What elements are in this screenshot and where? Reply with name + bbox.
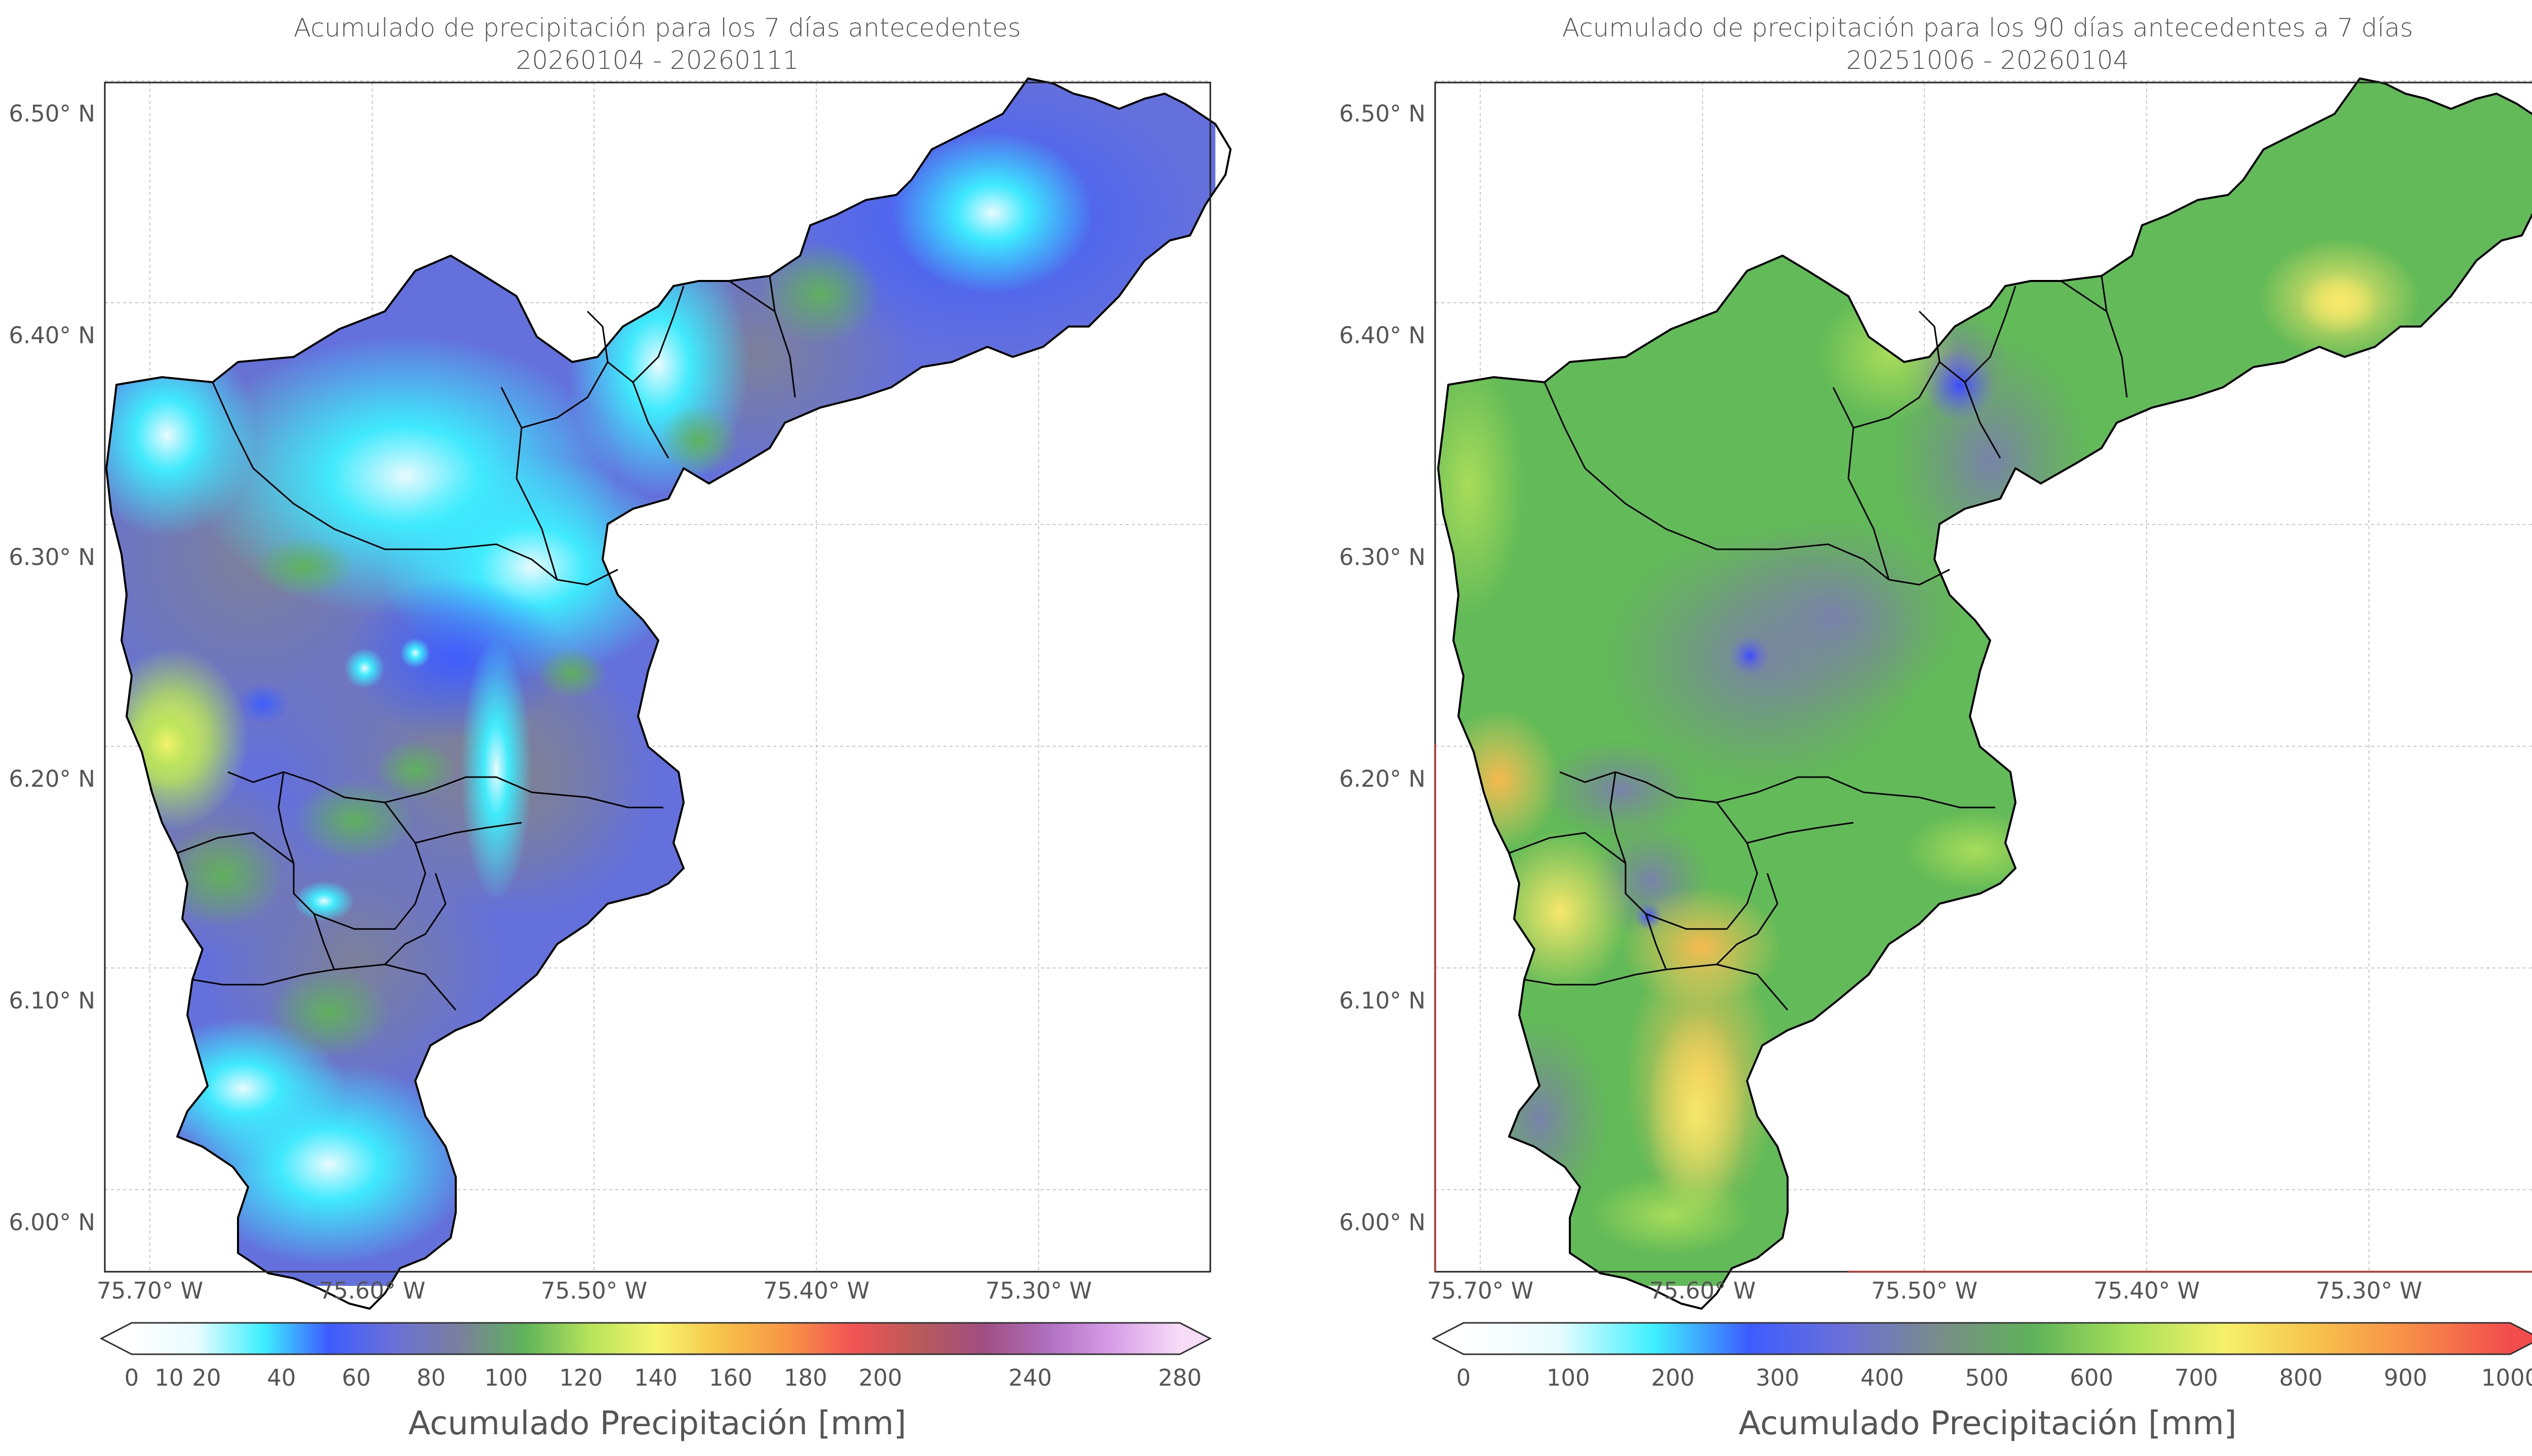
colorbar-tick-label: 140 xyxy=(634,1364,678,1391)
colorbar-tick-label: 60 xyxy=(342,1364,371,1391)
right-colorbar-bar xyxy=(1431,1322,2532,1355)
colorbar-tick-label: 500 xyxy=(1965,1364,2009,1391)
right-lat-label: 6.30° N xyxy=(1339,544,1426,571)
colorbar-outline xyxy=(99,1322,1212,1355)
left-lon-labels: 75.70° W 75.60° W 75.50° W 75.40° W 75.3… xyxy=(97,1277,1092,1304)
left-map-panel: Acumulado de precipitación para los 7 dí… xyxy=(9,13,1232,1442)
right-lat-labels: 6.50° N 6.40° N 6.30° N 6.20° N 6.10° N … xyxy=(1339,100,1426,1236)
left-lat-label: 6.20° N xyxy=(9,765,95,792)
left-lon-label: 75.40° W xyxy=(763,1277,869,1304)
right-lon-label: 75.60° W xyxy=(1649,1277,1756,1304)
colorbar-tick-label: 280 xyxy=(1158,1364,1202,1391)
left-lat-label: 6.50° N xyxy=(9,100,95,127)
colorbar-max-arrow xyxy=(2510,1323,2532,1354)
colorbar-tick-label: 120 xyxy=(559,1364,603,1391)
left-lon-label: 75.50° W xyxy=(541,1277,647,1304)
right-colorbar: 0 100 200 300 400 500 600 700 800 900 1000 Acumula… xyxy=(1431,1322,2532,1442)
right-title-line2: 20251006 - 20260104 xyxy=(1846,46,2129,75)
right-lat-label: 6.10° N xyxy=(1339,987,1426,1014)
colorbar-tick-label: 240 xyxy=(1008,1364,1052,1391)
right-lon-label: 75.70° W xyxy=(1427,1277,1533,1304)
left-colorbar: 0 10 20 40 60 80 100 120 140 160 180 200 240 280 Acum… xyxy=(99,1322,1212,1442)
colorbar-tick-label: 100 xyxy=(1547,1364,1590,1391)
right-lat-label: 6.50° N xyxy=(1339,100,1426,127)
colorbar-tick-label: 1000 xyxy=(2481,1364,2532,1391)
colorbar-gradient xyxy=(1463,1323,2510,1354)
left-title-line2: 20260104 - 20260111 xyxy=(516,46,799,75)
left-colorbar-bar xyxy=(99,1322,1212,1355)
left-lat-label: 6.10° N xyxy=(9,987,95,1014)
colorbar-tick-label: 200 xyxy=(1651,1364,1694,1391)
colorbar-tick-label: 80 xyxy=(417,1364,446,1391)
colorbar-min-arrow xyxy=(101,1323,132,1354)
colorbar-min-arrow xyxy=(1433,1323,1463,1354)
right-lon-label: 75.30° W xyxy=(2316,1277,2422,1304)
left-title-line1: Acumulado de precipitación para los 7 dí… xyxy=(294,13,1021,43)
colorbar-tick-label: 400 xyxy=(1861,1364,1904,1391)
right-colorbar-label: Acumulado Precipitación [mm] xyxy=(1738,1405,2237,1442)
colorbar-tick-label: 600 xyxy=(2070,1364,2113,1391)
right-precipitation-field xyxy=(1438,78,2532,1286)
left-map-frame xyxy=(104,82,1211,1273)
colorbar-tick-label: 160 xyxy=(709,1364,753,1391)
right-colorbar-ticks: 0 100 200 300 400 500 600 700 800 900 1000 xyxy=(1456,1364,2532,1391)
left-colorbar-label: Acumulado Precipitación [mm] xyxy=(408,1405,906,1442)
left-lon-label: 75.60° W xyxy=(319,1277,425,1304)
left-lat-label: 6.30° N xyxy=(9,544,95,571)
right-lon-label: 75.40° W xyxy=(2093,1277,2200,1304)
left-lon-label: 75.30° W xyxy=(985,1277,1092,1304)
left-colorbar-ticks: 0 10 20 40 60 80 100 120 140 160 180 200 240 280 xyxy=(125,1364,1202,1391)
left-lon-label: 75.70° W xyxy=(97,1277,203,1304)
colorbar-tick-label: 0 xyxy=(125,1364,139,1391)
right-lon-labels: 75.70° W 75.60° W 75.50° W 75.40° W 75.3… xyxy=(1427,1277,2422,1304)
left-lat-labels: 6.50° N 6.40° N 6.30° N 6.20° N 6.10° N … xyxy=(9,100,95,1236)
colorbar-tick-label: 100 xyxy=(484,1364,528,1391)
colorbar-tick-label: 10 xyxy=(154,1364,183,1391)
right-lat-label: 6.20° N xyxy=(1339,765,1426,792)
colorbar-tick-label: 20 xyxy=(192,1364,221,1391)
colorbar-tick-label: 40 xyxy=(267,1364,296,1391)
colorbar-gradient xyxy=(132,1323,1180,1354)
right-lat-label: 6.00° N xyxy=(1339,1209,1426,1236)
right-title-line1: Acumulado de precipitación para los 90 d… xyxy=(1562,13,2413,43)
right-lat-label: 6.40° N xyxy=(1339,322,1426,349)
colorbar-tick-label: 300 xyxy=(1756,1364,1799,1391)
colorbar-tick-label: 180 xyxy=(784,1364,827,1391)
colorbar-outline xyxy=(1431,1322,2532,1355)
right-lon-label: 75.50° W xyxy=(1871,1277,1977,1304)
colorbar-max-arrow xyxy=(1180,1323,1210,1354)
right-map-panel: Acumulado de precipitación para los 90 d… xyxy=(1339,13,2532,1442)
left-lat-label: 6.00° N xyxy=(9,1209,95,1236)
colorbar-tick-label: 700 xyxy=(2174,1364,2218,1391)
left-lat-label: 6.40° N xyxy=(9,322,95,349)
colorbar-tick-label: 200 xyxy=(859,1364,902,1391)
colorbar-tick-label: 900 xyxy=(2384,1364,2427,1391)
colorbar-tick-label: 800 xyxy=(2279,1364,2323,1391)
colorbar-tick-label: 0 xyxy=(1456,1364,1471,1391)
